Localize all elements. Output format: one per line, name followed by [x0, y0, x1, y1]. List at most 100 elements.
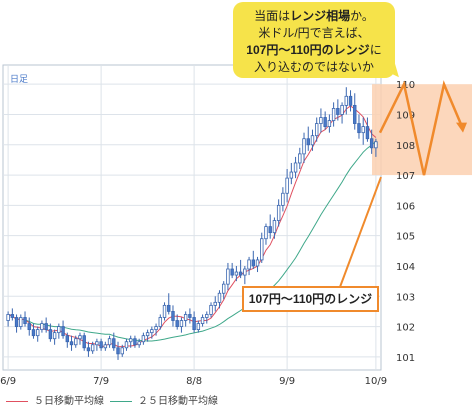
candle-body [247, 259, 251, 270]
callout-line1-end: か。 [350, 9, 374, 23]
candle [61, 320, 65, 339]
ma5-line [7, 105, 377, 348]
candle [133, 335, 137, 348]
candle-body [336, 108, 340, 115]
candle [120, 344, 124, 357]
candle [336, 99, 340, 121]
candle [86, 341, 91, 357]
candle-body [260, 238, 264, 261]
candle [162, 302, 167, 321]
candle [158, 314, 163, 330]
candle-body [31, 329, 36, 337]
candle [175, 314, 179, 330]
candle [251, 250, 256, 270]
candle-body [243, 268, 247, 276]
candle [171, 305, 175, 327]
candle-body [221, 283, 226, 294]
candle [205, 311, 209, 324]
candle-body [99, 341, 103, 349]
candle-body [209, 304, 213, 315]
candle-body [103, 344, 108, 349]
candle [365, 117, 370, 142]
ma25-path [7, 141, 377, 342]
candle-body [35, 329, 40, 337]
candle-body [133, 338, 137, 346]
candle [78, 332, 82, 345]
callout-line1: 当面は [254, 9, 291, 23]
candle [90, 341, 95, 354]
y-tick-label: 109 [396, 110, 415, 121]
y-tick-label: 105 [396, 232, 415, 243]
candle [40, 320, 44, 333]
x-tick-label: 10/9 [365, 376, 387, 387]
candle [331, 102, 336, 127]
legend-ma25-swatch [110, 400, 132, 402]
grid-lines [3, 66, 381, 369]
candle [319, 108, 323, 133]
callout-line3-end: に [369, 43, 382, 57]
candle [255, 256, 260, 273]
candle-body [57, 326, 61, 334]
candle [44, 317, 48, 333]
ma25-line [7, 141, 377, 342]
candle [35, 326, 40, 342]
candle-body [213, 301, 217, 306]
y-tick-label: 108 [396, 141, 415, 152]
candle [323, 111, 327, 130]
candle-body [255, 259, 260, 267]
speech-bubble: 当面はレンジ相場か。 米ドル/円で言えば、 107円～110円のレンジに 入り込… [233, 2, 406, 84]
candle [14, 314, 19, 333]
candle [298, 147, 302, 170]
candle [310, 129, 315, 151]
candle-body [319, 117, 323, 124]
range-label-box: 107円～110円のレンジ [242, 286, 379, 312]
candle [154, 323, 158, 336]
candle-body [40, 323, 44, 331]
candle [95, 338, 99, 351]
candle-body [268, 226, 272, 234]
candle [213, 296, 217, 312]
range-pointer-line [339, 176, 382, 288]
candle-body [52, 332, 57, 340]
candle-body [107, 338, 112, 346]
candle-body [124, 341, 129, 349]
range-pointer [339, 176, 382, 288]
candle-body [281, 192, 285, 206]
candle-body [78, 335, 82, 340]
candle [124, 338, 129, 351]
candle [48, 323, 53, 342]
candle-body [230, 268, 234, 276]
candle [103, 341, 108, 351]
candle-body [196, 323, 201, 331]
candle-body [323, 117, 327, 128]
candle-body [314, 123, 319, 137]
candle-body [238, 271, 243, 276]
candle [74, 335, 78, 348]
candle-body [65, 335, 70, 343]
candle [69, 335, 74, 351]
candle [150, 326, 154, 339]
candle-body [44, 323, 48, 331]
candle [57, 323, 61, 339]
candle [6, 311, 10, 327]
candle [99, 338, 103, 351]
candle [167, 293, 171, 315]
candle [247, 256, 251, 276]
candle-body [95, 341, 99, 346]
ma5-path [7, 105, 377, 348]
candle-body [361, 126, 365, 134]
candle-body [331, 108, 336, 121]
candle [348, 90, 353, 112]
callout-line2: 米ドル/円で言えば、 [258, 26, 370, 40]
candle-body [340, 104, 344, 115]
legend-ma25-label: ２５日移動平均線 [138, 396, 218, 407]
y-tick-label: 106 [396, 201, 415, 212]
candle [10, 308, 15, 321]
y-tick-label: 107 [396, 171, 415, 182]
candle-body [348, 95, 353, 106]
candle [116, 341, 120, 360]
candle [302, 132, 306, 163]
range-band-rect [372, 84, 472, 176]
candle [357, 114, 361, 139]
candle [340, 102, 344, 124]
